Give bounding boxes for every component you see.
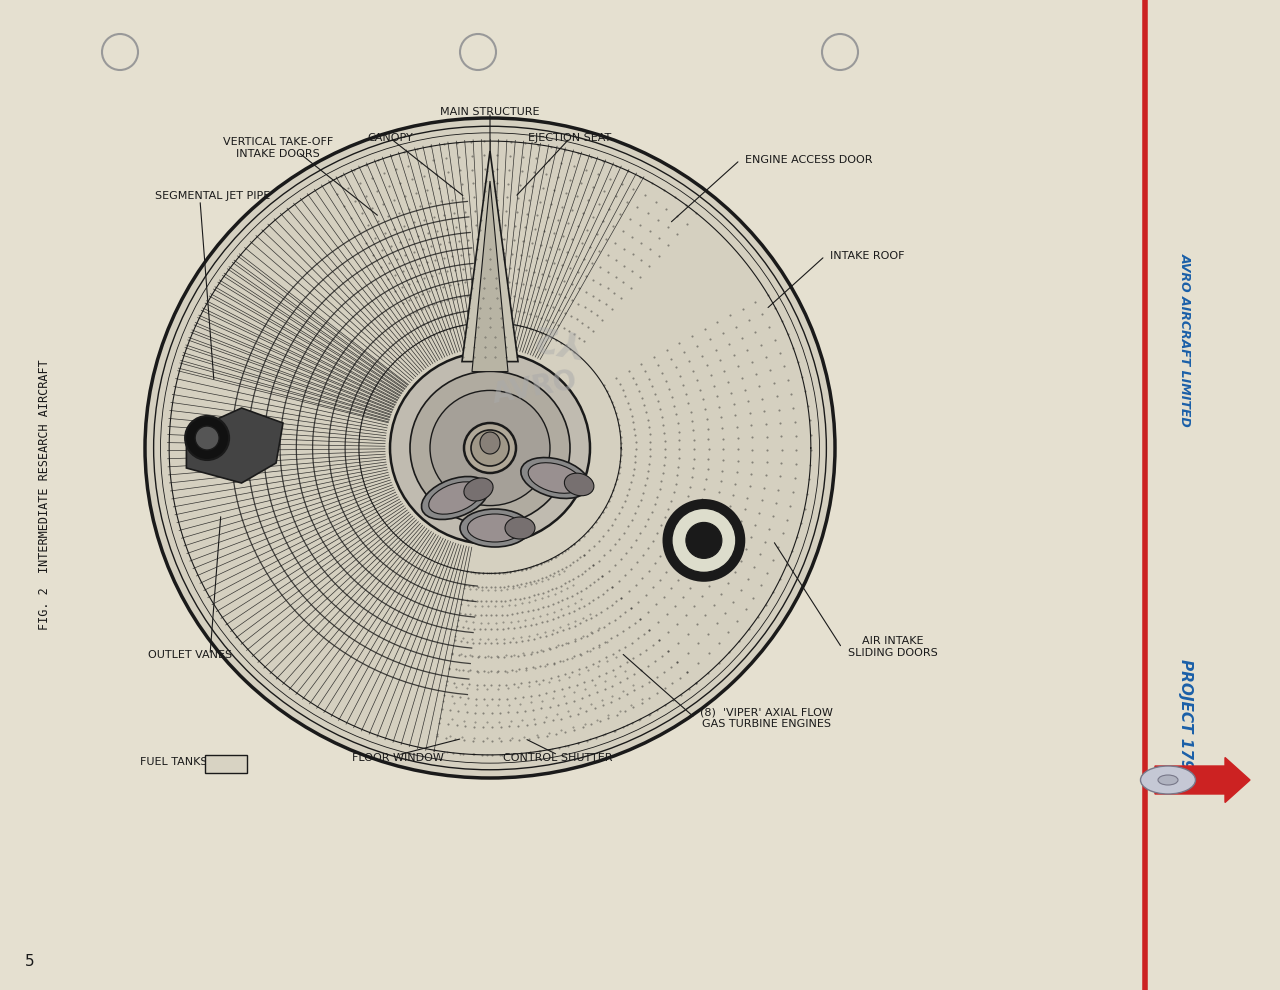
Ellipse shape (430, 390, 550, 506)
Circle shape (186, 416, 229, 460)
Text: AIR INTAKE
SLIDING DOORS: AIR INTAKE SLIDING DOORS (849, 637, 938, 657)
Text: FIG. 2  INTERMEDIATE RESEARCH AIRCRAFT: FIG. 2 INTERMEDIATE RESEARCH AIRCRAFT (38, 359, 51, 631)
Circle shape (672, 509, 736, 572)
Text: MAIN STRUCTURE: MAIN STRUCTURE (440, 107, 540, 117)
Polygon shape (187, 408, 283, 483)
Text: EJECTION SEAT: EJECTION SEAT (529, 133, 612, 143)
Text: INTAKE ROOF: INTAKE ROOF (829, 251, 905, 261)
Polygon shape (472, 181, 508, 371)
Text: CONTROL SHUTTER: CONTROL SHUTTER (503, 753, 613, 763)
Circle shape (460, 34, 497, 70)
Text: (8)  'VIPER' AXIAL FLOW
GAS TURBINE ENGINES: (8) 'VIPER' AXIAL FLOW GAS TURBINE ENGIN… (700, 707, 833, 729)
Circle shape (686, 523, 722, 558)
Ellipse shape (1158, 775, 1178, 785)
Text: VERTICAL TAKE-OFF
INTAKE DOORS: VERTICAL TAKE-OFF INTAKE DOORS (223, 138, 333, 158)
Circle shape (664, 500, 744, 580)
Ellipse shape (467, 514, 522, 542)
Ellipse shape (480, 432, 500, 454)
Text: FUEL TANKS: FUEL TANKS (140, 757, 207, 767)
Text: ENGINE ACCESS DOOR: ENGINE ACCESS DOOR (745, 155, 873, 165)
Text: AVRO: AVRO (490, 366, 580, 409)
Ellipse shape (390, 352, 590, 544)
Text: SEGMENTAL JET PIPE: SEGMENTAL JET PIPE (155, 191, 270, 201)
Text: PROJECT 1794: PROJECT 1794 (1178, 659, 1193, 781)
Text: OUTLET VANES: OUTLET VANES (148, 650, 232, 660)
Ellipse shape (463, 478, 493, 501)
Circle shape (102, 34, 138, 70)
Text: Y2: Y2 (532, 317, 588, 359)
Ellipse shape (410, 371, 570, 525)
Polygon shape (462, 151, 518, 361)
Ellipse shape (465, 423, 516, 473)
Text: AVRO AIRCRAFT LIMITED: AVRO AIRCRAFT LIMITED (1179, 253, 1192, 427)
Ellipse shape (471, 430, 509, 466)
Ellipse shape (529, 462, 582, 493)
Bar (205, 755, 247, 773)
FancyArrow shape (1155, 757, 1251, 803)
Circle shape (822, 34, 858, 70)
Ellipse shape (564, 473, 594, 496)
Ellipse shape (429, 482, 481, 514)
Text: 5: 5 (26, 954, 35, 969)
Text: FLOOR WINDOW: FLOOR WINDOW (352, 753, 444, 763)
Ellipse shape (1140, 766, 1196, 794)
Ellipse shape (460, 509, 530, 547)
Ellipse shape (506, 517, 535, 539)
Circle shape (195, 426, 219, 450)
Ellipse shape (145, 118, 835, 778)
Ellipse shape (421, 476, 489, 520)
Text: CANOPY: CANOPY (367, 133, 413, 143)
Ellipse shape (521, 457, 589, 499)
